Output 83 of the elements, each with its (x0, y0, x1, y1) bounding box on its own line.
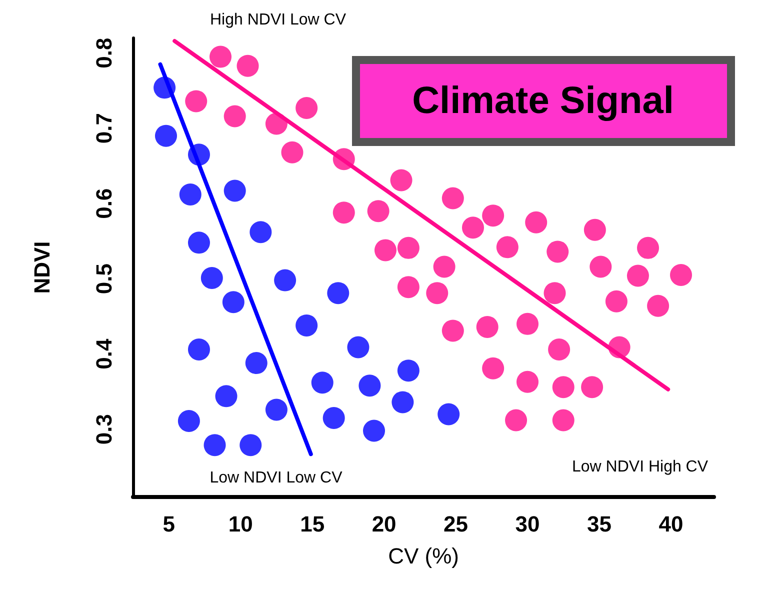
point (496, 236, 518, 258)
point (265, 398, 288, 421)
point (637, 236, 660, 259)
point (426, 282, 448, 304)
point (296, 96, 318, 119)
point (363, 420, 386, 442)
point (240, 434, 262, 456)
point (281, 141, 304, 164)
point (442, 187, 464, 210)
point (210, 46, 232, 68)
y-tick-label: 0.4 (92, 338, 116, 370)
point (367, 200, 390, 222)
point (581, 376, 604, 398)
point (185, 90, 208, 112)
point (546, 240, 569, 263)
point (236, 54, 259, 77)
point (222, 291, 244, 314)
point (215, 385, 238, 408)
point (525, 211, 548, 234)
point (178, 410, 200, 432)
point (476, 316, 498, 338)
point (179, 184, 202, 206)
y-tick-label: 0.5 (92, 263, 116, 294)
point (374, 239, 396, 262)
annotation: Low NDVI Low CV (210, 470, 343, 486)
point (544, 282, 566, 304)
point (390, 169, 412, 192)
point (438, 403, 460, 426)
point (505, 409, 528, 432)
point (442, 320, 464, 342)
x-tick-label: 40 (658, 512, 684, 536)
point (552, 409, 574, 432)
text: High NDVI Low CV (210, 12, 346, 28)
point (552, 376, 574, 398)
annotation: Low NDVI High CV (572, 458, 708, 476)
point (433, 256, 456, 278)
y-tick-label: 0.6 (92, 188, 116, 219)
point (155, 124, 177, 147)
point (626, 264, 649, 287)
point (482, 357, 504, 380)
point (482, 204, 504, 227)
point (200, 267, 223, 290)
point (397, 276, 420, 298)
point (188, 338, 210, 361)
point (548, 338, 570, 361)
x-tick-label: 5 (162, 512, 175, 536)
point (397, 236, 420, 259)
point (647, 294, 670, 317)
point (188, 232, 210, 254)
y-tick-label: 0.3 (92, 414, 116, 445)
x-tick-label: 15 (300, 512, 325, 536)
point (311, 372, 334, 394)
point (204, 434, 226, 456)
x-tick-label: 20 (372, 512, 396, 536)
point (274, 269, 296, 292)
point (590, 256, 612, 278)
point (605, 290, 628, 312)
x-tick-label: 25 (444, 512, 468, 536)
x-tick-label: 30 (515, 512, 540, 536)
y-tick-label: 0.7 (92, 113, 116, 144)
point (250, 221, 272, 244)
point (397, 360, 420, 382)
point (224, 180, 246, 202)
point (322, 406, 345, 429)
point (332, 202, 355, 224)
point (516, 312, 539, 335)
point (224, 105, 246, 128)
point (462, 216, 484, 239)
point (358, 374, 381, 397)
point (245, 352, 268, 374)
point (347, 336, 370, 358)
x-axis-title: CV (%) (388, 544, 459, 568)
text: Climate Signal (412, 80, 674, 122)
y-axis-title: NDVI (30, 241, 54, 294)
x-tick-label: 10 (228, 512, 253, 536)
point (392, 391, 414, 414)
point (670, 264, 692, 286)
y-tick-label: 0.8 (92, 38, 116, 68)
point (516, 370, 539, 393)
point (296, 314, 318, 336)
point (584, 218, 606, 241)
x-tick-label: 35 (586, 512, 612, 536)
point (327, 282, 350, 304)
